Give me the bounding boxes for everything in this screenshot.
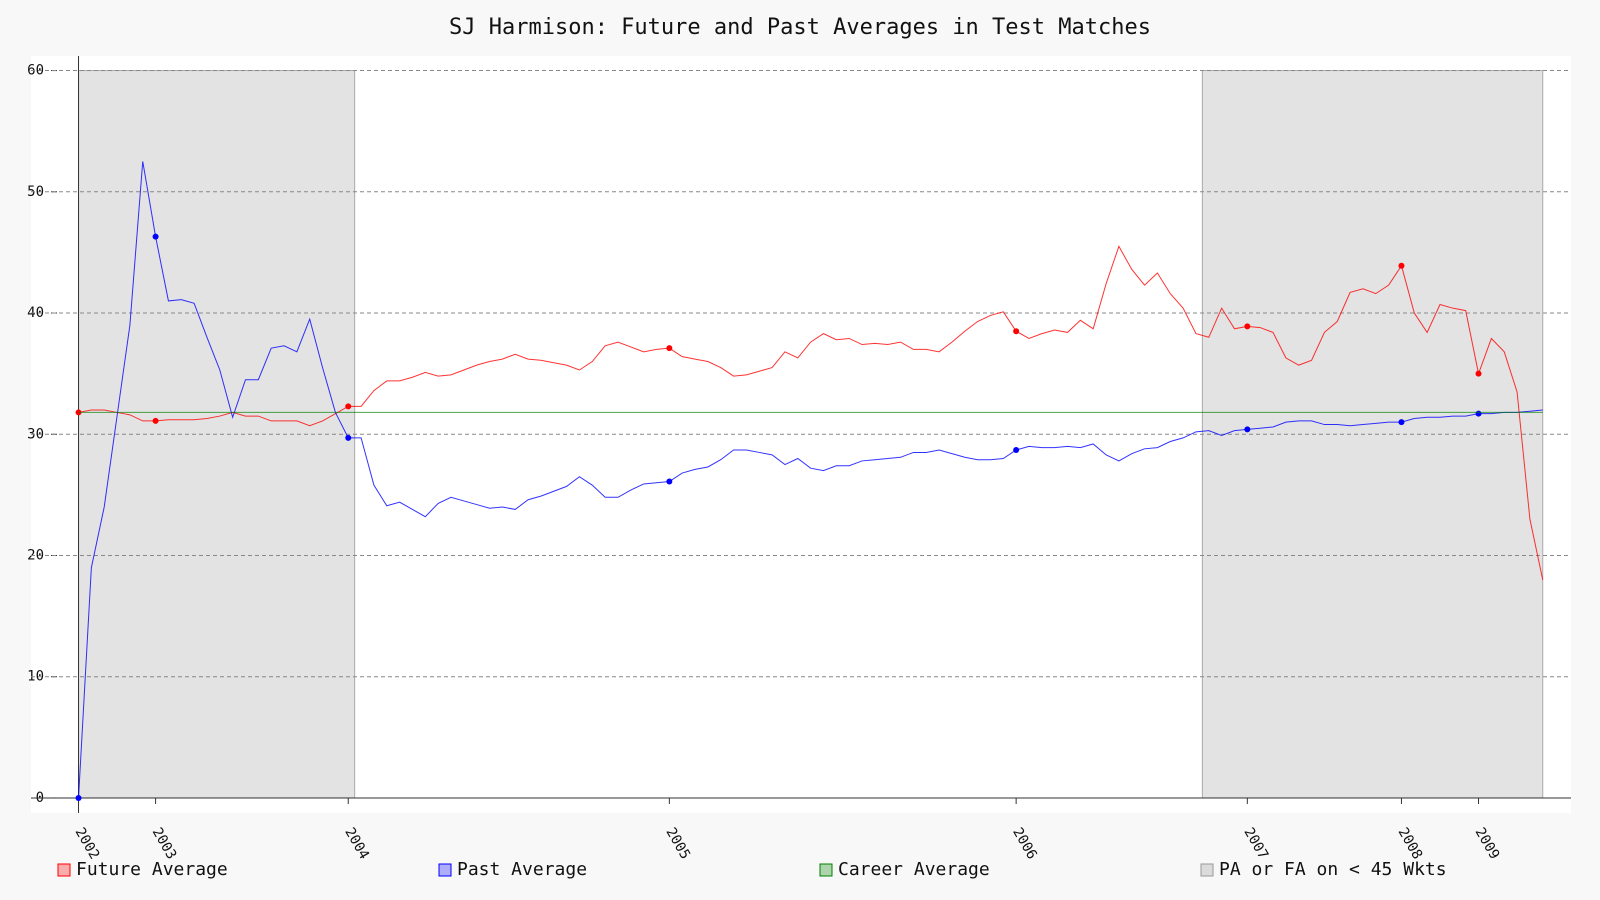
series-marker [1013, 447, 1020, 454]
legend-label: PA or FA on < 45 Wkts [1219, 859, 1447, 880]
series-marker [345, 403, 352, 410]
x-tick-label: 2002 [72, 825, 103, 862]
series-marker [1475, 370, 1482, 377]
y-tick-label: 10 [27, 669, 44, 685]
series-line [78, 161, 1543, 798]
series-marker [75, 794, 82, 801]
x-tick-label: 2007 [1240, 825, 1271, 862]
legend-label: Past Average [457, 859, 587, 880]
y-tick-label: 40 [27, 305, 44, 321]
legend-label: Future Average [76, 859, 228, 880]
x-tick-label: 2004 [341, 825, 372, 862]
y-tick-label: 20 [27, 547, 44, 563]
shaded-region [1201, 70, 1544, 799]
series-marker [1398, 419, 1405, 426]
legend-swatch [1200, 863, 1214, 877]
series-marker [1475, 410, 1482, 417]
series-marker [152, 233, 159, 240]
series-marker [1244, 426, 1251, 433]
series-marker [666, 478, 673, 485]
x-tick-label: 2006 [1009, 825, 1040, 862]
x-tick-label: 2008 [1395, 825, 1426, 862]
legend-swatch [57, 863, 71, 877]
x-tick-label: 2005 [662, 825, 693, 862]
series-marker [1398, 262, 1405, 269]
series-marker [666, 345, 673, 352]
legend-swatch [438, 863, 452, 877]
x-tick-label: 2009 [1472, 825, 1503, 862]
y-tick-label: 30 [27, 426, 44, 442]
series-line [78, 245, 1544, 580]
series-marker [1244, 323, 1251, 330]
legend-swatch [819, 863, 833, 877]
series-marker [152, 417, 159, 424]
series-marker [345, 434, 352, 441]
legend-label: Career Average [838, 859, 990, 880]
chart-title: SJ Harmison: Future and Past Averages in… [449, 15, 1151, 40]
y-tick-label: 50 [27, 184, 44, 200]
series-marker [1013, 328, 1020, 335]
x-tick-label: 2003 [149, 825, 180, 862]
y-tick-label: 60 [27, 63, 44, 79]
